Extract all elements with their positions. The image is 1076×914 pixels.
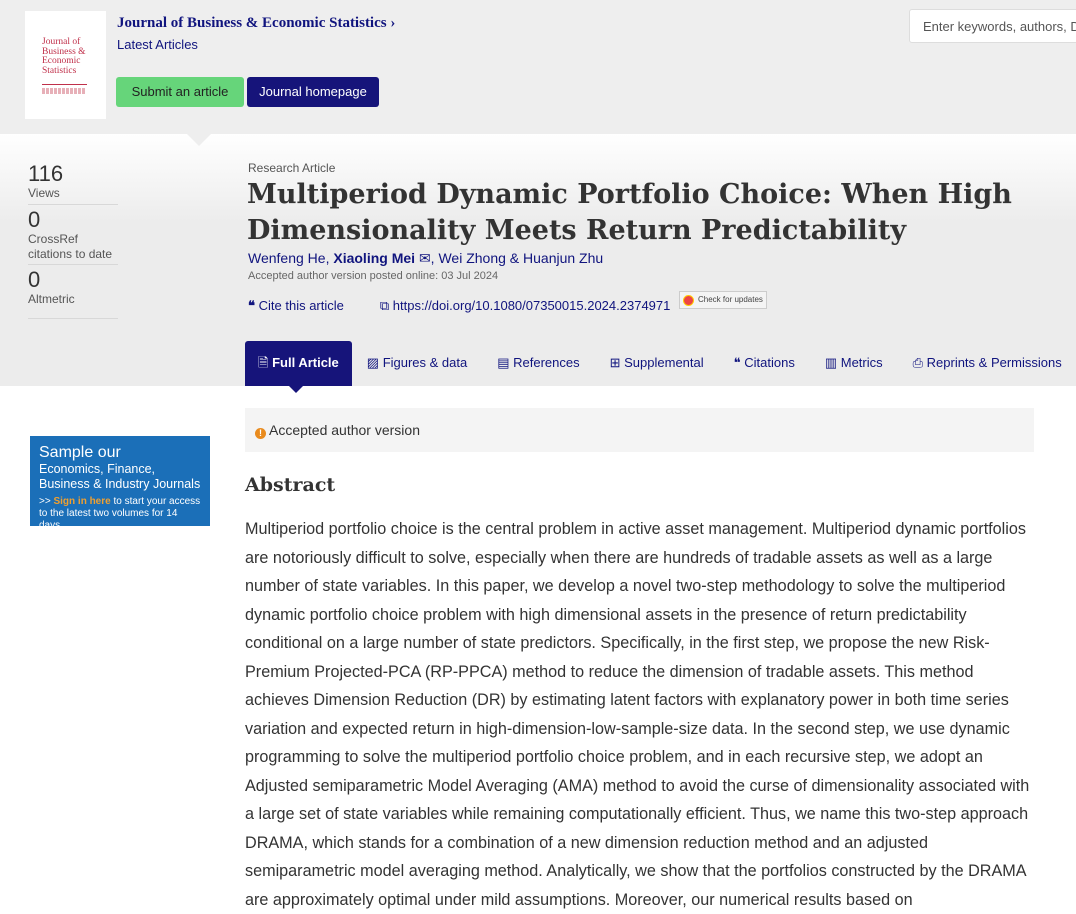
tab-reprints[interactable]: ⎙ Reprints & Permissions (912, 355, 1062, 370)
article-header (0, 134, 1076, 386)
metric-views: 116 Views (28, 162, 118, 205)
abstract-text: Multiperiod portfolio choice is the cent… (245, 520, 1030, 909)
page-title: Multiperiod Dynamic Portfolio Choice: Wh… (247, 179, 1012, 246)
tab-figures[interactable]: ▨ Figures & data (366, 355, 468, 370)
crossmark-icon (683, 295, 694, 306)
metric-altmetric[interactable]: 0 Altmetric (28, 268, 118, 319)
info-icon: ! (255, 428, 266, 439)
posted-date: Accepted author version posted online: 0… (248, 270, 499, 282)
journal-cover[interactable]: Journal of Business & Economic Statistic… (25, 11, 106, 119)
quote-icon: ❝ (248, 298, 255, 313)
sample-journals-ad[interactable]: Sample our Economics, Finance, Business … (30, 436, 210, 531)
search-input[interactable]: Enter keywords, authors, DOI, ORCID or (909, 9, 1076, 43)
cite-article-link[interactable]: ❝ Cite this article (248, 298, 344, 313)
tab-supplemental[interactable]: ⊞ Supplemental (609, 355, 704, 370)
latest-articles-link[interactable]: Latest Articles (117, 37, 198, 52)
chevron-right-icon: › (390, 15, 396, 31)
article-type: Research Article (248, 161, 336, 175)
author-list: Wenfeng He, Xiaoling Mei ✉, Wei Zhong & … (248, 250, 604, 266)
accepted-version-notice: ! Accepted author version (245, 408, 1034, 452)
metric-crossref[interactable]: 0 CrossRef citations to date (28, 208, 118, 265)
journal-title-link[interactable]: Journal of Business & Economic Statistic… (117, 15, 396, 31)
header-notch (187, 134, 211, 146)
check-for-updates-button[interactable]: Check for updates (679, 291, 767, 309)
tab-references[interactable]: ▤ References (497, 355, 580, 370)
doi-link[interactable]: ⧉ https://doi.org/10.1080/07350015.2024.… (379, 298, 671, 313)
article-tabs: 🗎 Full Article ▨ Figures & data ▤ Refere… (245, 341, 1076, 393)
submit-article-button[interactable]: Submit an article (116, 77, 244, 107)
tab-citations[interactable]: ❝ Citations (733, 355, 795, 370)
envelope-icon[interactable]: ✉ (418, 250, 431, 266)
tab-full-article[interactable]: 🗎 Full Article (245, 341, 352, 393)
journal-header (0, 0, 1076, 134)
abstract-heading: Abstract (245, 474, 336, 496)
journal-homepage-button[interactable]: Journal homepage (247, 77, 379, 107)
tab-metrics[interactable]: ▥ Metrics (824, 355, 883, 370)
